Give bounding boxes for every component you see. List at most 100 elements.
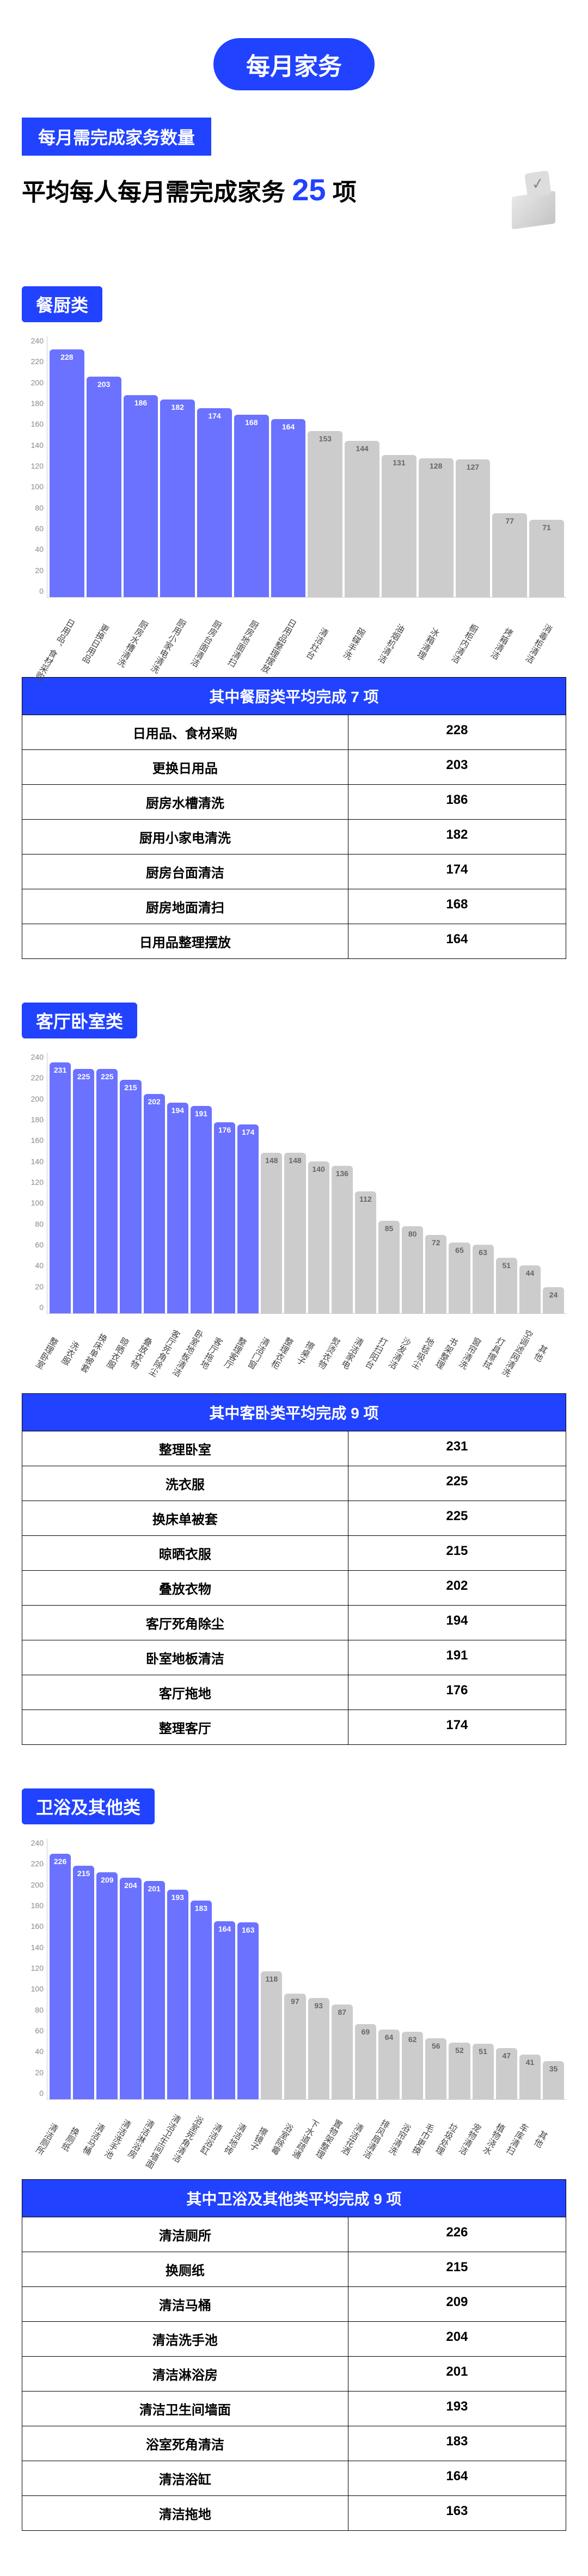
table-row: 厨房台面清洁174: [22, 854, 566, 889]
bar: 209: [96, 1872, 118, 2099]
bar: 226: [50, 1854, 71, 2099]
bar: 52: [449, 2043, 470, 2099]
bar-value: 201: [148, 1884, 160, 1893]
bar-value: 56: [432, 2042, 440, 2050]
sections-container: 餐厨类 240220200180160140120100806040200 228 2…: [22, 265, 566, 2531]
bar-value: 128: [430, 462, 442, 470]
bar-value: 62: [408, 2035, 417, 2044]
bar: 215: [73, 1866, 94, 2099]
table-title: 其中卫浴及其他类平均完成 9 项: [22, 2180, 566, 2217]
table-cell-value: 174: [348, 854, 566, 889]
bar-value: 215: [124, 1083, 137, 1092]
bar: 24: [543, 1287, 564, 1313]
table-row: 洗衣服225: [22, 1466, 566, 1501]
bar: 144: [345, 441, 379, 597]
bar: 176: [214, 1122, 235, 1313]
bar-value: 72: [432, 1238, 440, 1247]
intro-header: 每月需完成家务数量: [22, 118, 211, 156]
bar-value: 193: [171, 1893, 184, 1902]
table-row: 日用品整理摆放164: [22, 924, 566, 958]
table-row: 卧室地板清洁191: [22, 1640, 566, 1675]
bar: 47: [496, 2048, 517, 2099]
bar: 164: [271, 419, 306, 597]
table-row: 叠放衣物202: [22, 1570, 566, 1605]
table-row: 清洁浴缸164: [22, 2461, 566, 2495]
bar: 201: [144, 1881, 165, 2099]
table-cell-value: 183: [348, 2426, 566, 2461]
table-cell-label: 清洁卫生间墙面: [22, 2391, 348, 2426]
bar: 51: [496, 1258, 517, 1313]
intro-post: 项: [326, 179, 357, 206]
bar-value: 77: [505, 517, 514, 525]
plot-area: 2282031861821741681641531441311281277771: [47, 336, 566, 598]
bar-value: 24: [549, 1290, 558, 1299]
table-cell-value: 176: [348, 1675, 566, 1710]
table-row: 整理卧室231: [22, 1431, 566, 1466]
table-cell-label: 厨房地面清扫: [22, 889, 348, 924]
table-cell-label: 厨房水槽清洗: [22, 785, 348, 819]
bar-value: 194: [171, 1106, 184, 1115]
bar: 204: [120, 1878, 141, 2099]
table-title: 其中餐厨类平均完成 7 项: [22, 678, 566, 715]
bar-value: 182: [171, 403, 184, 411]
bar-value: 203: [97, 380, 110, 389]
bar: 118: [261, 1971, 282, 2100]
bar-value: 127: [467, 463, 479, 471]
table-cell-label: 清洁浴缸: [22, 2461, 348, 2495]
title-wrap: 每月家务: [22, 22, 566, 118]
category-header: 餐厨类: [22, 286, 102, 322]
table-row: 厨房地面清扫168: [22, 889, 566, 924]
table-cell-label: 整理卧室: [22, 1431, 348, 1466]
bar-value: 225: [101, 1072, 113, 1081]
table-cell-label: 晾晒衣服: [22, 1536, 348, 1570]
plot-area: 2312252252152021941911761741481481401361…: [47, 1053, 566, 1314]
bar-value: 231: [54, 1066, 66, 1074]
bar-value: 168: [245, 418, 258, 427]
table-cell-value: 228: [348, 715, 566, 749]
bar: 93: [308, 1998, 329, 2099]
bar: 65: [449, 1243, 470, 1313]
table-cell-value: 231: [348, 1431, 566, 1466]
table-cell-value: 215: [348, 2252, 566, 2286]
bar: 72: [425, 1235, 446, 1313]
intro-stat-row: 平均每人每月需完成家务 25 项: [22, 172, 566, 237]
table-cell-value: 174: [348, 1710, 566, 1744]
bar-value: 80: [408, 1229, 417, 1238]
bar: 62: [402, 2032, 423, 2099]
bar-value: 47: [502, 2051, 511, 2060]
bar-value: 202: [148, 1097, 160, 1106]
bar: 140: [308, 1161, 329, 1313]
bar-value: 87: [338, 2008, 346, 2016]
bar-value: 118: [266, 1975, 278, 1983]
bar-value: 153: [319, 434, 332, 443]
bar: 148: [261, 1153, 282, 1313]
table-cell-label: 清洁拖地: [22, 2496, 348, 2530]
x-axis-labels: 整理卧室洗衣服换床单被套晾晒衣服叠放衣物客厅死角除尘卧室地板清洁客厅拖地整理客厅…: [47, 1314, 566, 1377]
table-row: 日用品、食材采购228: [22, 715, 566, 749]
table-row: 晾晒衣服215: [22, 1535, 566, 1570]
bar-value: 148: [289, 1156, 301, 1165]
bar: 231: [50, 1062, 71, 1313]
bar-value: 174: [208, 411, 220, 420]
bar-value: 215: [77, 1869, 90, 1878]
y-axis-labels: 240220200180160140120100806040200: [22, 1053, 44, 1312]
bar: 183: [191, 1901, 212, 2099]
bar: 97: [284, 1994, 305, 2099]
table-cell-label: 换床单被套: [22, 1501, 348, 1535]
table-row: 清洁马桶209: [22, 2286, 566, 2321]
bar-value: 148: [265, 1156, 278, 1165]
table-cell-label: 叠放衣物: [22, 1571, 348, 1605]
summary-table: 其中餐厨类平均完成 7 项日用品、食材采购228更换日用品203厨房水槽清洗18…: [22, 677, 566, 959]
bar-value: 35: [549, 2064, 558, 2073]
bar-value: 228: [60, 353, 73, 361]
bar: 174: [197, 408, 232, 597]
x-axis-labels: 日用品、食材采购更换日用品厨房水槽清洗厨用小家电清洗厨房台面清洁厨房地面清扫日用…: [47, 598, 566, 661]
bar-value: 164: [282, 422, 295, 431]
table-cell-label: 整理客厅: [22, 1710, 348, 1744]
bar: 35: [543, 2061, 564, 2099]
table-row: 清洁卫生间墙面193: [22, 2391, 566, 2426]
bar: 186: [124, 395, 158, 597]
bar: 164: [214, 1921, 235, 2099]
bar: 225: [96, 1069, 118, 1313]
plot-area: 2262152092042011931831641631189793876964…: [47, 1839, 566, 2100]
